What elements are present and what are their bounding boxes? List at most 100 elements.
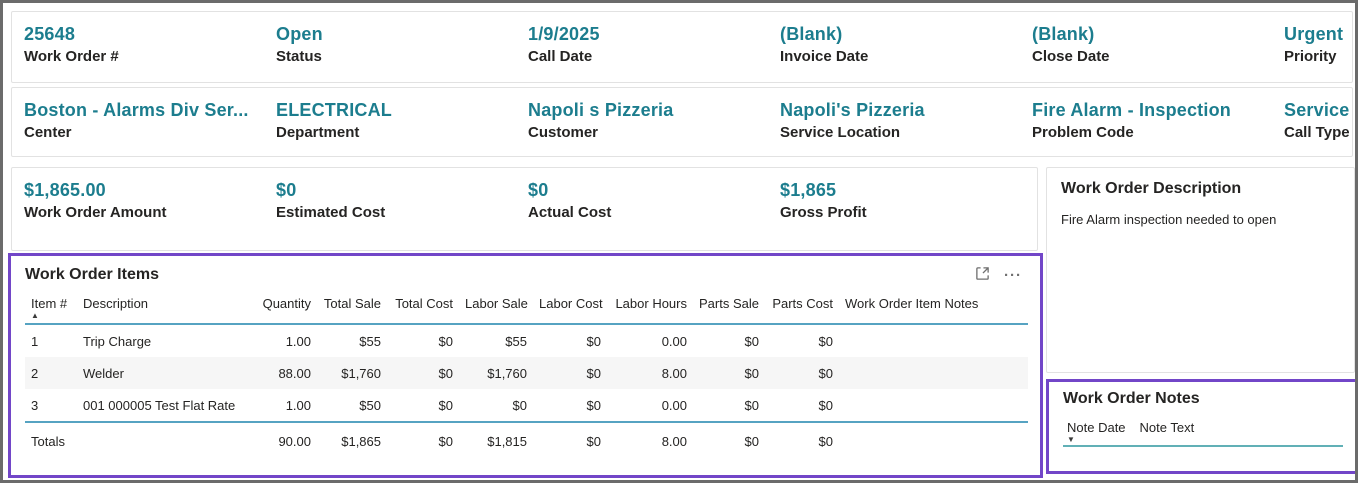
kpi-center: Boston - Alarms Div Ser... Center	[24, 100, 276, 156]
kpi-label: Department	[276, 124, 360, 141]
column-header-parts-cost[interactable]: Parts Cost	[765, 294, 839, 325]
column-header-description[interactable]: Description	[77, 294, 245, 325]
column-header-parts-sale[interactable]: Parts Sale	[693, 294, 765, 325]
kpi-work-order-number: 25648 Work Order #	[24, 24, 276, 82]
column-header-note-text[interactable]: Note Text	[1139, 420, 1195, 435]
totals-row: Totals 90.00 $1,865 $0 $1,815 $0 8.00 $0…	[25, 421, 1028, 457]
kpi-value: $0	[276, 180, 297, 200]
work-order-notes-visual: Work Order Notes Note Date ▼ Note Text	[1046, 379, 1355, 474]
cell-labor-sale: $0	[512, 398, 527, 413]
column-header-labor-cost[interactable]: Labor Cost	[533, 294, 607, 325]
totals-label: Totals	[25, 421, 77, 457]
kpi-label: Estimated Cost	[276, 204, 386, 221]
column-header-work-order-item-notes[interactable]: Work Order Item Notes	[839, 294, 1028, 325]
cell-description: Trip Charge	[83, 334, 152, 349]
cell-total-sale: $1,760	[317, 357, 387, 389]
totals-total-sale: $1,865	[317, 421, 387, 457]
kpi-label: Priority	[1284, 48, 1337, 65]
column-header-item-number[interactable]: Item # ▲	[25, 294, 77, 325]
work-order-items-visual: Work Order Items ···	[8, 253, 1043, 478]
kpi-service-location: Napoli's Pizzeria Service Location	[780, 100, 1032, 156]
kpi-value: Open	[276, 24, 323, 44]
kpi-call-type: Service Call Type	[1284, 100, 1352, 156]
kpi-label: Status	[276, 48, 322, 65]
table-row[interactable]: 3 001 000005 Test Flat Rate 1.00 $50 $0 …	[25, 389, 1028, 422]
kpi-call-date: 1/9/2025 Call Date	[528, 24, 780, 82]
cell-item-notes	[839, 357, 1028, 389]
kpi-value: 25648	[24, 24, 76, 44]
cell-parts-cost: $0	[765, 357, 839, 389]
column-header-note-date[interactable]: Note Date ▼	[1067, 420, 1126, 444]
items-header-row: Item # ▲ Description Quantity Total Sale …	[25, 294, 1028, 325]
totals-quantity: 90.00	[245, 421, 317, 457]
cell-labor-cost: $0	[533, 357, 607, 389]
cell-labor-cost: $0	[586, 334, 601, 349]
kpi-row-3: $1,865.00 Work Order Amount $0 Estimated…	[11, 167, 1038, 251]
table-row[interactable]: 2 Welder 88.00 $1,760 $0 $1,760 $0 8.00 …	[25, 357, 1028, 389]
work-order-description-card: Work Order Description Fire Alarm inspec…	[1046, 167, 1355, 373]
column-header-total-sale[interactable]: Total Sale	[317, 294, 387, 325]
column-header-labor-sale[interactable]: Labor Sale	[459, 294, 533, 325]
work-order-notes-title: Work Order Notes	[1063, 390, 1200, 407]
cell-item-number: 2	[25, 357, 77, 389]
cell-parts-sale: $0	[744, 398, 759, 413]
notes-header-row: Note Date ▼ Note Text	[1063, 420, 1343, 444]
kpi-priority: Urgent Priority	[1284, 24, 1352, 82]
column-header-labor-hours[interactable]: Labor Hours	[607, 294, 693, 325]
cell-parts-cost: $0	[818, 398, 833, 413]
column-header-quantity[interactable]: Quantity	[245, 294, 317, 325]
kpi-value: $1,865	[780, 180, 837, 200]
totals-description	[77, 421, 245, 457]
cell-total-cost: $0	[438, 334, 453, 349]
kpi-value: Fire Alarm - Inspection	[1032, 100, 1231, 120]
table-row[interactable]: 1 Trip Charge 1.00 $55 $0 $55 $0 0.00 $0…	[25, 324, 1028, 357]
kpi-invoice-date: (Blank) Invoice Date	[780, 24, 1032, 82]
cell-quantity: 1.00	[285, 334, 311, 349]
kpi-problem-code: Fire Alarm - Inspection Problem Code	[1032, 100, 1284, 156]
kpi-value: (Blank)	[780, 24, 843, 44]
cell-item-number: 1	[31, 334, 39, 349]
cell-labor-hours: 0.00	[661, 398, 687, 413]
cell-total-cost: $0	[438, 398, 453, 413]
kpi-estimated-cost: $0 Estimated Cost	[276, 180, 528, 250]
cell-item-number: 3	[31, 398, 39, 413]
cell-total-sale: $55	[359, 334, 381, 349]
kpi-status: Open Status	[276, 24, 528, 82]
sort-ascending-icon: ▲	[31, 311, 39, 320]
cell-item-notes	[839, 389, 1028, 422]
kpi-label: Call Date	[528, 48, 593, 65]
focus-mode-icon[interactable]	[975, 266, 990, 286]
kpi-label: Call Type	[1284, 124, 1350, 141]
kpi-actual-cost: $0 Actual Cost	[528, 180, 780, 250]
sort-descending-icon: ▼	[1067, 435, 1075, 444]
cell-parts-cost: $0	[818, 334, 833, 349]
kpi-label: Gross Profit	[780, 204, 867, 221]
kpi-label: Problem Code	[1032, 124, 1134, 141]
kpi-gross-profit: $1,865 Gross Profit	[780, 180, 1037, 250]
cell-quantity: 1.00	[285, 398, 311, 413]
totals-labor-sale: $1,815	[459, 421, 533, 457]
kpi-row-1: 25648 Work Order # Open Status 1/9/2025 …	[11, 11, 1353, 83]
kpi-value: $0	[528, 180, 549, 200]
kpi-work-order-amount: $1,865.00 Work Order Amount	[24, 180, 276, 250]
cell-labor-hours: 0.00	[661, 334, 687, 349]
cell-total-sale: $50	[359, 398, 381, 413]
cell-quantity: 88.00	[245, 357, 317, 389]
cell-description: Welder	[77, 357, 245, 389]
more-options-icon[interactable]: ···	[1004, 267, 1022, 284]
column-header-total-cost[interactable]: Total Cost	[387, 294, 459, 325]
cell-labor-sale: $1,760	[459, 357, 533, 389]
kpi-value: ELECTRICAL	[276, 100, 392, 120]
kpi-label: Customer	[528, 124, 599, 141]
cell-labor-sale: $55	[505, 334, 527, 349]
totals-labor-cost: $0	[533, 421, 607, 457]
work-order-items-title: Work Order Items	[25, 266, 159, 283]
kpi-label: Work Order Amount	[24, 204, 167, 221]
totals-total-cost: $0	[387, 421, 459, 457]
cell-parts-sale: $0	[693, 357, 765, 389]
cell-labor-cost: $0	[586, 398, 601, 413]
totals-parts-cost: $0	[765, 421, 839, 457]
totals-parts-sale: $0	[693, 421, 765, 457]
kpi-label: Actual Cost	[528, 204, 612, 221]
